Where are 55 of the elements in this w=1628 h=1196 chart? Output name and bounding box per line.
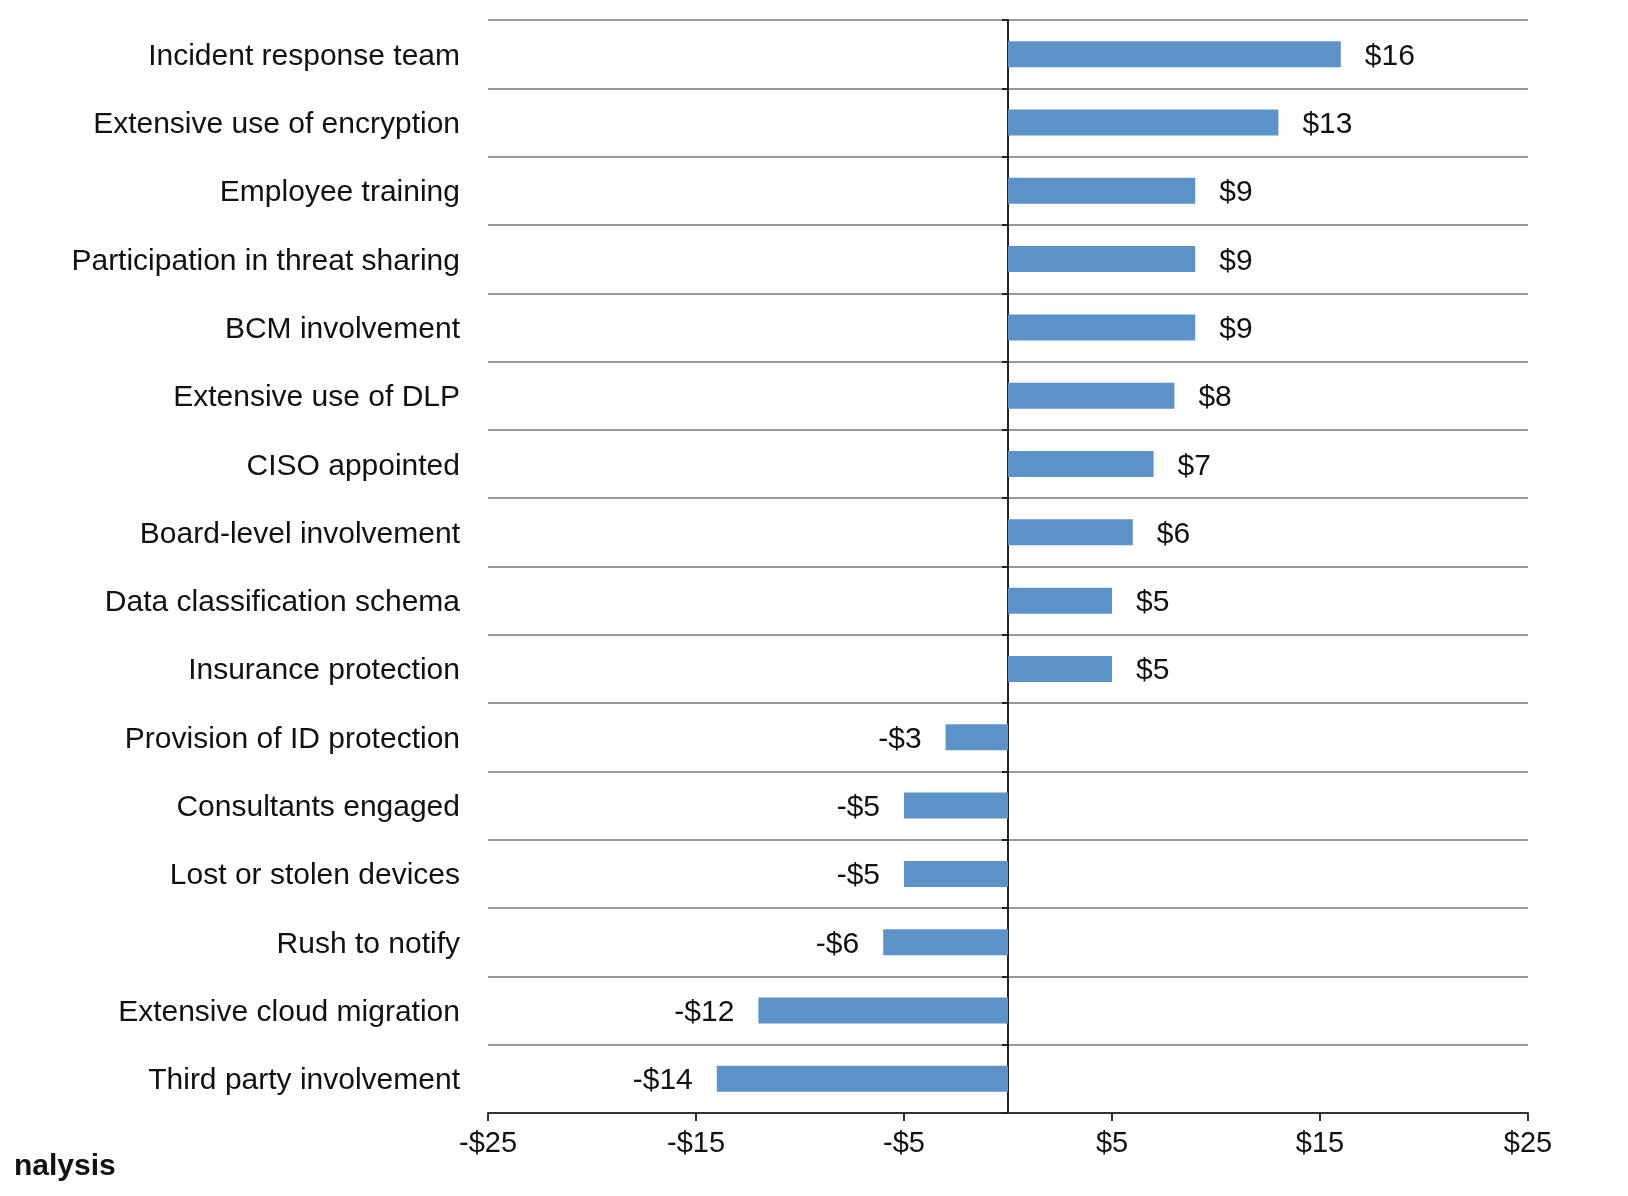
bar — [904, 792, 1008, 819]
text: nalysis — [14, 1147, 116, 1181]
y-tick-label: Extensive use of encryption — [93, 105, 460, 139]
data-label: $16 — [1364, 37, 1415, 71]
data-label: $9 — [1219, 242, 1253, 276]
y-tick-label: Extensive cloud migration — [118, 994, 460, 1028]
bar — [1008, 519, 1133, 546]
y-tick-label: Lost or stolen devices — [169, 857, 460, 891]
bar — [883, 929, 1008, 956]
data-label: $13 — [1302, 105, 1353, 139]
bar — [758, 997, 1008, 1024]
x-tick-label: -$25 — [458, 1125, 518, 1158]
data-label: $6 — [1156, 515, 1191, 549]
y-tick-label: Consultants engaged — [176, 789, 460, 823]
y-tick-label: Participation in threat sharing — [71, 242, 460, 276]
y-tick-label: Third party involvement — [148, 1062, 461, 1096]
data-label: -$12 — [674, 994, 735, 1028]
bar — [945, 724, 1008, 751]
bar — [1008, 382, 1175, 409]
y-tick-label: BCM involvement — [224, 310, 461, 344]
bar — [1008, 314, 1196, 341]
data-label: $5 — [1136, 652, 1170, 686]
bar — [1008, 177, 1196, 204]
x-tick-label: $5 — [1095, 1125, 1129, 1158]
data-label: -$14 — [632, 1062, 693, 1096]
x-tick-label: $15 — [1295, 1125, 1345, 1158]
y-tick-label: Rush to notify — [276, 925, 460, 959]
bar — [1008, 41, 1341, 68]
bar — [1008, 655, 1112, 682]
y-tick-label: Insurance protection — [188, 652, 460, 686]
bar — [1008, 246, 1196, 273]
data-label: $7 — [1177, 447, 1211, 481]
bar — [1008, 109, 1279, 136]
data-label: $9 — [1219, 174, 1253, 208]
data-label: -$5 — [836, 789, 880, 823]
x-tick-label: $25 — [1503, 1125, 1553, 1158]
bar — [716, 1065, 1008, 1092]
y-tick-label: Data classification schema — [104, 584, 461, 618]
x-tick-label: -$5 — [883, 1125, 925, 1158]
y-tick-label: Board-level involvement — [139, 515, 461, 549]
data-label: $9 — [1219, 310, 1253, 344]
x-tick-label: -$15 — [666, 1125, 726, 1158]
y-tick-label: Extensive use of DLP — [173, 379, 460, 413]
y-tick-label: Employee training — [219, 174, 460, 208]
bar — [904, 860, 1008, 887]
data-label: -$5 — [836, 857, 880, 891]
data-label: $8 — [1198, 379, 1232, 413]
bar — [1008, 587, 1112, 614]
data-label: -$6 — [815, 925, 860, 959]
bar — [1008, 451, 1154, 478]
data-label: $5 — [1136, 584, 1170, 618]
y-tick-label: CISO appointed — [246, 447, 460, 481]
data-label: -$3 — [878, 720, 922, 754]
y-tick-label: Incident response team — [148, 37, 460, 71]
y-tick-label: Provision of ID protection — [124, 720, 460, 754]
